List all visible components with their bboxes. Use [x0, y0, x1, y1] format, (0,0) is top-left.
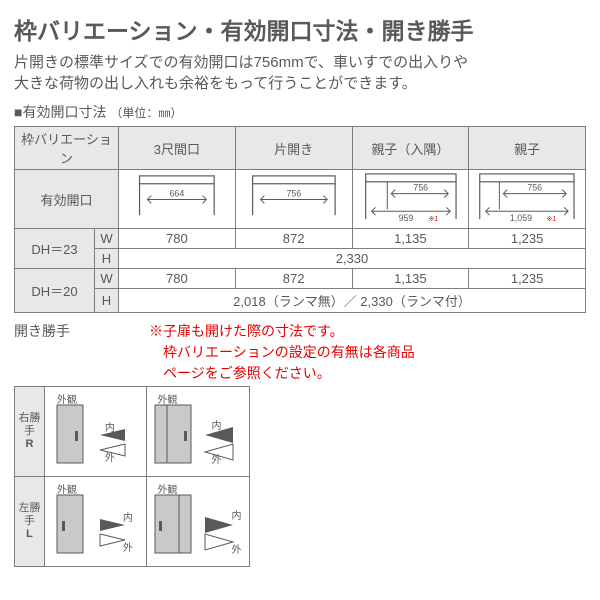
- th-frame-variation: 枠バリエーション: [15, 127, 119, 170]
- diagram-col2: 756: [235, 170, 352, 229]
- nai-label-3: 内: [123, 513, 133, 524]
- note-l2: 枠バリエーションの設定の有無は各商品: [149, 344, 415, 360]
- door-icon-2: 756: [236, 170, 352, 225]
- dim-d3-top: 756: [413, 183, 428, 193]
- th-col1: 3尺間口: [119, 127, 236, 170]
- dh20-w-0: 780: [119, 269, 236, 289]
- dh20-w-2: 1,135: [352, 269, 469, 289]
- row-dh23-h: H: [95, 249, 119, 269]
- red-footnote: ※子扉も開けた際の寸法です。 枠バリエーションの設定の有無は各商品 ページをご参…: [149, 321, 415, 384]
- nai-label-2: 内: [211, 421, 221, 432]
- dim-d2: 756: [286, 189, 301, 199]
- row-effective-opening: 有効開口: [15, 170, 119, 229]
- left-hand-diagram-1: 外観 内 外: [44, 477, 147, 567]
- note-l1: ※子扉も開けた際の寸法です。: [149, 323, 344, 339]
- th-col4: 親子: [469, 127, 586, 170]
- row-dh20-w: W: [95, 269, 119, 289]
- desc-line2: 大きな荷物の出し入れも余裕をもって行うことができます。: [14, 75, 417, 92]
- dh20-w-3: 1,235: [469, 269, 586, 289]
- dim-d4-bottom: 1,059: [510, 213, 532, 223]
- gai-label-3: 外: [123, 543, 133, 554]
- page-title: 枠バリエーション・有効開口寸法・開き勝手: [14, 12, 586, 46]
- door-icon-4: 756 1,059 ※1: [469, 170, 585, 225]
- door-icon-1: 664: [119, 170, 235, 225]
- left-hand-l2: L: [26, 528, 33, 540]
- dh23-w-0: 780: [119, 229, 236, 249]
- right-hand-diagram-2: 外観 内 外: [147, 387, 250, 477]
- note-l3: ページをご参照ください。: [149, 365, 331, 381]
- dh23-w-3: 1,235: [469, 229, 586, 249]
- row-dh20-h: H: [95, 289, 119, 313]
- gai-label: 外: [105, 453, 115, 464]
- row-dh23: DH＝23: [15, 229, 95, 269]
- left-hand-label: 左勝手 L: [15, 477, 45, 567]
- dh23-h: 2,330: [119, 249, 586, 269]
- handing-table-wrap: 右勝手 R 外観 内 外 外観: [14, 386, 586, 567]
- handing-table: 右勝手 R 外観 内 外 外観: [14, 386, 250, 567]
- description: 片開きの標準サイズでの有効開口は756mmで、車いすでの出入りや 大きな荷物の出…: [14, 52, 586, 94]
- right-hand-l1: 右勝手: [18, 412, 40, 437]
- door-right-double-icon: [147, 387, 250, 477]
- diagram-col3: 756 959 ※1: [352, 170, 469, 229]
- left-hand-l1: 左勝手: [18, 502, 40, 527]
- unit-label: （単位：㎜）: [110, 106, 182, 120]
- right-hand-diagram-1: 外観 内 外: [44, 387, 147, 477]
- nai-label: 内: [105, 423, 115, 434]
- dim-d4-note: ※1: [547, 216, 557, 223]
- right-hand-label: 右勝手 R: [15, 387, 45, 477]
- nai-label-4: 内: [231, 511, 241, 522]
- door-icon-3: 756 959 ※1: [353, 170, 469, 225]
- dim-d1: 664: [170, 189, 185, 199]
- dim-d4-top: 756: [528, 183, 543, 193]
- door-right-single-icon: [45, 387, 148, 477]
- diagram-col4: 756 1,059 ※1: [469, 170, 586, 229]
- dim-d3-bottom: 959: [398, 213, 413, 223]
- dimension-table: 枠バリエーション 3尺間口 片開き 親子（入隅） 親子 有効開口 664: [14, 126, 586, 313]
- dh20-h: 2,018（ランマ無）／ 2,330（ランマ付）: [119, 289, 586, 313]
- dh23-w-1: 872: [235, 229, 352, 249]
- section-heading: ■有効開口寸法 （単位：㎜）: [14, 102, 586, 122]
- th-col3: 親子（入隅）: [352, 127, 469, 170]
- opening-direction-heading: 開き勝手: [14, 321, 149, 341]
- diagram-col1: 664: [119, 170, 236, 229]
- gai-label-4: 外: [231, 545, 241, 556]
- dh20-w-1: 872: [235, 269, 352, 289]
- dh23-w-2: 1,135: [352, 229, 469, 249]
- dim-d3-note: ※1: [428, 216, 438, 223]
- right-hand-l2: R: [25, 438, 33, 450]
- gai-label-2: 外: [211, 455, 221, 466]
- row-dh20: DH＝20: [15, 269, 95, 313]
- row-dh23-w: W: [95, 229, 119, 249]
- desc-line1: 片開きの標準サイズでの有効開口は756mmで、車いすでの出入りや: [14, 54, 468, 71]
- section-heading-text: ■有効開口寸法: [14, 104, 106, 120]
- th-col2: 片開き: [235, 127, 352, 170]
- left-hand-diagram-2: 外観 内 外: [147, 477, 250, 567]
